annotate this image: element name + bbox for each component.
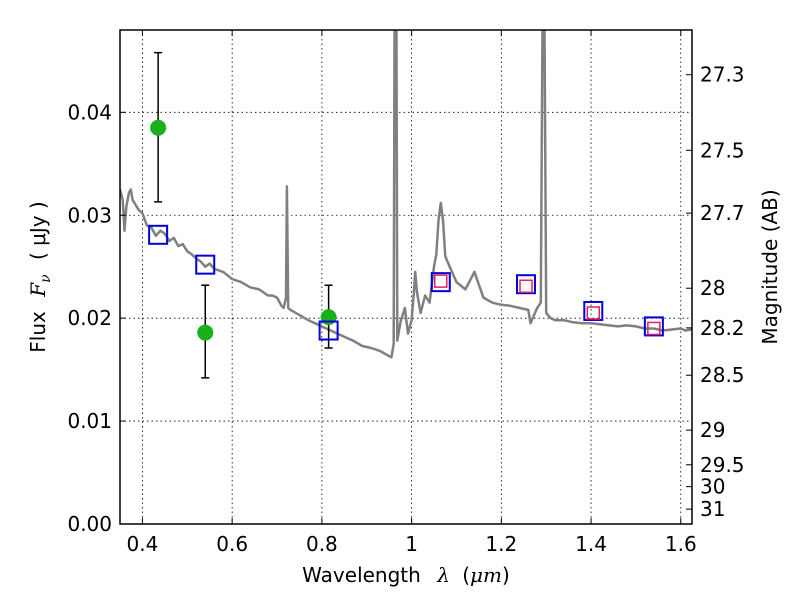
model-flux-square	[430, 272, 451, 293]
model-flux-square	[516, 274, 537, 295]
y2-tick-label: 28	[700, 276, 725, 300]
model-flux-square	[148, 224, 169, 245]
y2-tick-label: 27.5	[700, 138, 745, 162]
y2-tick-label: 28.5	[700, 363, 745, 387]
axes: 0.4 0.6 0.8 1 1.2 1.4 1.6 0.00 0.01 0.02 0.03 0.04 2…	[67, 30, 745, 556]
model-flux-square	[643, 316, 664, 337]
model-flux-square-small	[586, 306, 601, 320]
x-axis-label-unit-close: )	[502, 563, 510, 587]
model-flux-square-small	[519, 279, 533, 294]
photometry-point	[197, 284, 214, 379]
y2-tick-label: 28.2	[700, 316, 745, 340]
sed-model-line	[120, 30, 692, 359]
model-flux-square-small	[647, 321, 661, 336]
y2-tick-label: 27.7	[700, 201, 745, 225]
y-axis-label: Flux Fν ( μJy )	[26, 201, 55, 352]
x-tick-label: 1.2	[485, 532, 517, 556]
data-point	[320, 309, 337, 326]
x-tick-label: 1	[405, 532, 418, 556]
x-tick-label: 0.4	[127, 532, 159, 556]
y-axis-label-unit: ( μJy )	[26, 201, 50, 260]
x-tick-label: 0.8	[306, 532, 338, 556]
model-flux-square-small	[434, 274, 448, 288]
y-tick-label: 0.01	[67, 409, 112, 433]
model-flux-square	[318, 320, 339, 341]
grid	[120, 30, 692, 525]
x-tick-label: 1.4	[575, 532, 607, 556]
y2-tick-label: 31	[700, 497, 725, 521]
y-tick-label: 0.00	[67, 512, 112, 536]
y-axis-label-prefix: Flux	[26, 311, 50, 353]
y2-axis-label: Magnitude (AB)	[758, 189, 782, 344]
plot-frame	[119, 29, 693, 525]
y-axis-label-symbol: F	[26, 282, 50, 298]
y2-tick-label: 29.5	[700, 453, 745, 477]
plot-series	[120, 30, 692, 379]
data-point	[150, 119, 167, 136]
photometry-point	[150, 51, 167, 203]
y2-tick-label: 27.3	[700, 63, 745, 87]
y-tick-label: 0.02	[67, 306, 112, 330]
y2-tick-label: 30	[700, 475, 725, 499]
x-tick-label: 0.6	[216, 532, 248, 556]
y-tick-label: 0.04	[67, 100, 112, 124]
x-axis-label-unit: μm	[470, 563, 502, 587]
data-point	[197, 324, 214, 341]
y-axis-label-subscript: ν	[38, 274, 54, 283]
x-tick-label: 1.6	[665, 532, 697, 556]
y2-tick-label: 29	[700, 418, 725, 442]
y-tick-label: 0.03	[67, 203, 112, 227]
x-axis-label-unit-open: (	[462, 563, 470, 587]
x-axis-label: Wavelength λ (μm)	[302, 563, 510, 587]
x-axis-label-symbol: λ	[436, 563, 450, 587]
model-flux-square	[195, 254, 216, 275]
model-flux-square	[583, 300, 604, 321]
x-axis-label-prefix: Wavelength	[302, 563, 421, 587]
